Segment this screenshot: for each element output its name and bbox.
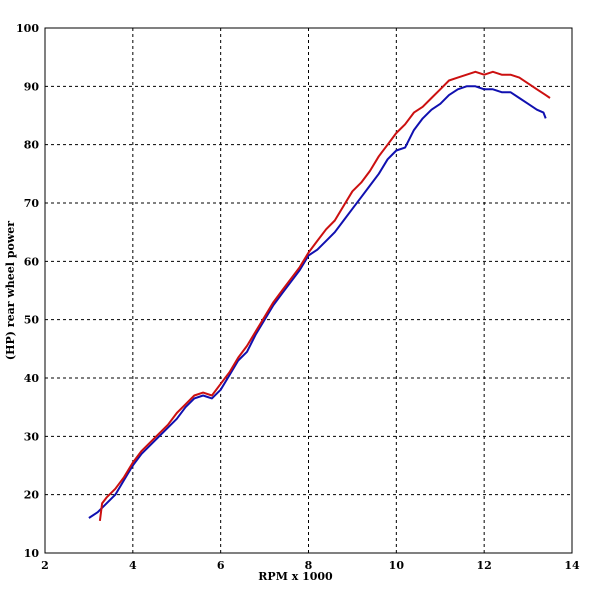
grid-lines [45, 28, 572, 553]
y-tick-label: 20 [24, 489, 40, 502]
x-axis-ticks: 2 4 6 8 10 12 14 [41, 559, 580, 572]
y-tick-label: 10 [24, 547, 40, 560]
x-tick-label: 10 [389, 559, 405, 572]
x-tick-label: 4 [129, 559, 137, 572]
plot-frame [44, 27, 573, 554]
x-axis-label: RPM x 1000 [258, 570, 333, 583]
y-tick-label: 100 [16, 22, 39, 35]
y-axis-label: (HP) rear wheel power [4, 221, 17, 360]
y-tick-label: 90 [24, 80, 40, 93]
x-tick-label: 8 [305, 559, 313, 572]
y-tick-label: 70 [24, 197, 40, 210]
x-tick-label: 12 [477, 559, 492, 572]
y-tick-label: 30 [24, 430, 40, 443]
x-tick-label: 6 [217, 559, 225, 572]
y-tick-label: 60 [24, 255, 40, 268]
series-layer [88, 70, 551, 522]
series-line-2 [98, 70, 551, 522]
y-axis-ticks: 10 20 30 40 50 60 70 80 90 100 [16, 22, 39, 560]
series-line-1 [88, 85, 547, 519]
x-tick-label: 2 [41, 559, 49, 572]
y-tick-label: 40 [24, 372, 40, 385]
y-tick-label: 80 [24, 139, 40, 152]
y-tick-label: 50 [24, 314, 40, 327]
x-tick-label: 14 [564, 559, 580, 572]
